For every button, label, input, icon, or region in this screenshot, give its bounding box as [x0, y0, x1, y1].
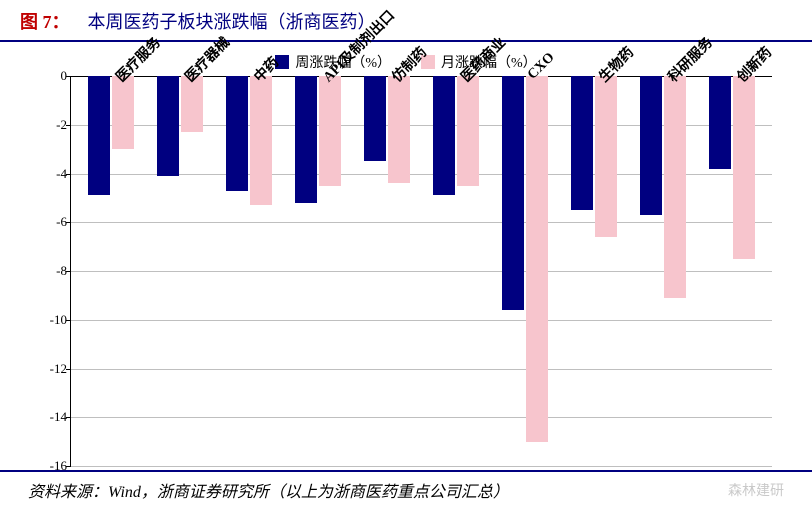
bar-group: 仿制药: [353, 76, 422, 466]
y-axis: 0-2-4-6-8-10-12-14-16: [39, 76, 67, 466]
bar-monthly: [250, 76, 272, 205]
bar-weekly: [295, 76, 317, 203]
plot-area: 0-2-4-6-8-10-12-14-16 医疗服务医疗器械中药API及制剂出口…: [70, 76, 772, 466]
bar-group: CXO: [490, 76, 559, 466]
bar-monthly: [112, 76, 134, 149]
bar-group: 中药: [215, 76, 284, 466]
figure-title-bar: 图 7： 本周医药子板块涨跌幅（浙商医药）: [0, 0, 812, 42]
bar-weekly: [433, 76, 455, 195]
y-tick-label: -4: [39, 166, 67, 182]
bar-weekly: [709, 76, 731, 169]
bar-monthly: [733, 76, 755, 259]
bar-weekly: [157, 76, 179, 176]
y-tick-label: -10: [39, 312, 67, 328]
bar-group: 生物药: [559, 76, 628, 466]
bar-group: 科研服务: [628, 76, 697, 466]
bar-monthly: [664, 76, 686, 298]
bar-group: 医疗器械: [146, 76, 215, 466]
y-tick-label: -14: [39, 409, 67, 425]
gridline: [71, 466, 772, 467]
bar-monthly: [319, 76, 341, 186]
bar-weekly: [571, 76, 593, 210]
y-tick-label: -16: [39, 458, 67, 474]
bar-monthly: [526, 76, 548, 442]
source-line: 资料来源：Wind，浙商证券研究所（以上为浙商医药重点公司汇总） 森林建研: [0, 470, 812, 502]
y-tickmark: [66, 466, 71, 467]
watermark: 森林建研: [728, 480, 784, 500]
y-tick-label: -2: [39, 117, 67, 133]
figure-title: 本周医药子板块涨跌幅（浙商医药）: [88, 8, 376, 34]
bar-weekly: [88, 76, 110, 195]
bar-group: 医药商业: [422, 76, 491, 466]
bar-weekly: [364, 76, 386, 161]
figure-number: 图 7：: [20, 8, 70, 34]
bar-weekly: [502, 76, 524, 310]
source-text: 资料来源：Wind，浙商证券研究所（以上为浙商医药重点公司汇总）: [28, 478, 509, 502]
bar-weekly: [640, 76, 662, 215]
bar-group: API及制剂出口: [284, 76, 353, 466]
y-tick-label: -8: [39, 263, 67, 279]
chart-area: 周涨跌幅（%） 月涨跌幅（%） 0-2-4-6-8-10-12-14-16 医疗…: [0, 42, 812, 470]
bar-monthly: [457, 76, 479, 186]
bars-area: 医疗服务医疗器械中药API及制剂出口仿制药医药商业CXO生物药科研服务创新药: [71, 76, 772, 466]
bar-group: 创新药: [697, 76, 766, 466]
bar-monthly: [595, 76, 617, 237]
bar-weekly: [226, 76, 248, 191]
bar-group: 医疗服务: [77, 76, 146, 466]
y-tick-label: 0: [39, 68, 67, 84]
bar-monthly: [388, 76, 410, 183]
y-tick-label: -12: [39, 361, 67, 377]
y-tick-label: -6: [39, 214, 67, 230]
